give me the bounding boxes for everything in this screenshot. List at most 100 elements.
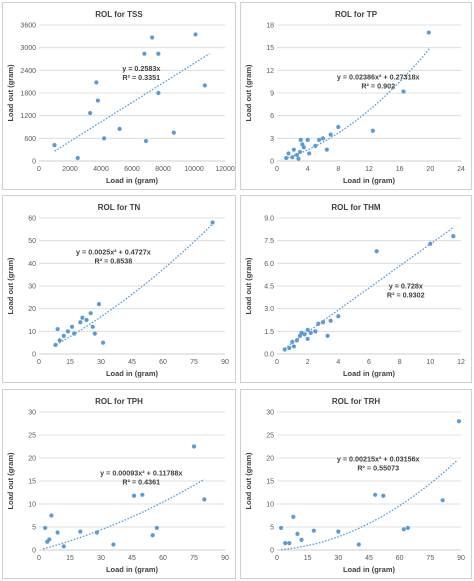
x-tick-label: 24 (457, 166, 465, 173)
data-point (373, 492, 378, 497)
y-tick-label: 10 (28, 329, 36, 336)
data-point (131, 493, 137, 498)
trend-equation: y = 0.2583x (122, 64, 160, 73)
data-point (428, 241, 433, 246)
data-point (287, 541, 292, 546)
data-point (336, 314, 341, 319)
data-point (296, 156, 301, 161)
y-tick-label: 18 (266, 23, 274, 30)
y-tick-label: 600 (24, 136, 36, 143)
y-tick-label: 15 (28, 479, 36, 486)
chart-panel-tn: ROL for TN 0 10 20 30 40 50 60 0 15 30 45 60 75 90 Load… (2, 195, 236, 383)
data-point (440, 498, 445, 503)
x-tick-label: 0 (275, 555, 279, 562)
data-point (55, 530, 60, 535)
y-tick-label: 5 (270, 525, 274, 532)
x-tick-label: 10 (426, 359, 434, 366)
y-tick-label: 3.0 (264, 306, 274, 313)
y-tick-label: 20 (28, 456, 36, 463)
data-point (401, 527, 406, 532)
r-squared: R² = 0.4361 (122, 477, 160, 486)
data-point (305, 327, 310, 332)
data-point (307, 151, 312, 156)
data-point (117, 126, 122, 131)
y-tick-label: 5 (32, 525, 36, 532)
data-point (356, 542, 361, 547)
x-tick-label: 2000 (62, 166, 78, 173)
x-tick-label: 30 (334, 555, 342, 562)
x-tick-label: 75 (190, 359, 198, 366)
data-point (210, 220, 215, 225)
chart-svg: ROL for TPH 0 5 10 15 20 25 30 0 15 30 45 60 75 90 Load… (6, 397, 229, 574)
x-tick-label: 2 (306, 359, 310, 366)
x-tick-label: 45 (128, 555, 136, 562)
x-tick-label: 20 (426, 166, 434, 173)
r-squared: R² = 0.55073 (357, 464, 399, 473)
chart-svg: ROL for TRH 0 5 10 15 20 25 30 0 15 30 45 60 75 90 Load… (244, 397, 465, 574)
trend-equation: y = 0.00093x² + 0.11788x (100, 468, 182, 477)
x-tick-label: 45 (365, 555, 373, 562)
data-point (75, 155, 80, 161)
data-point (193, 32, 198, 37)
y-tick-label: 0 (270, 159, 274, 166)
data-point (308, 330, 313, 335)
data-point (278, 525, 284, 531)
y-axis-label: Load out (gram) (6, 257, 15, 315)
trendline (281, 460, 458, 551)
data-point (291, 514, 296, 519)
y-tick-label: 10 (28, 502, 36, 509)
x-tick-label: 90 (221, 359, 229, 366)
chart-panel-tp: ROL for TP 0 3 6 9 12 15 18 0 4 8 12 16 20 24 Load in (… (240, 2, 472, 190)
data-point (284, 155, 289, 161)
data-point (295, 531, 300, 536)
data-point (88, 311, 93, 316)
x-tick-label: 4000 (93, 166, 109, 173)
data-point (325, 333, 330, 338)
y-tick-label: 0.0 (264, 352, 274, 359)
data-point (150, 533, 155, 538)
y-tick-label: 1200 (20, 113, 36, 120)
x-tick-label: 30 (97, 555, 105, 562)
data-point (92, 331, 97, 336)
x-tick-label: 75 (190, 555, 198, 562)
data-point (72, 331, 77, 336)
y-axis-label: Load out (gram) (6, 452, 15, 510)
data-point (94, 530, 99, 535)
data-point (53, 342, 58, 348)
data-point (78, 529, 83, 534)
data-point (401, 89, 406, 94)
y-tick-label: 15 (266, 45, 274, 52)
trend-equation: y = 0.728x (389, 282, 423, 291)
y-tick-label: 40 (28, 261, 36, 268)
chart-panel-tss: ROL for TSS 0 600 1200 1800 2400 3000 3600 0 2000… (2, 2, 236, 190)
data-point (100, 340, 106, 345)
data-point (291, 344, 296, 349)
y-tick-label: 2400 (20, 68, 36, 75)
chart-title: ROL for TN (98, 203, 141, 212)
data-point (451, 234, 456, 239)
chart-title: ROL for TP (335, 10, 378, 19)
y-tick-label: 3000 (20, 45, 36, 52)
data-point (301, 145, 306, 150)
y-tick-label: 0 (32, 548, 36, 555)
data-point (328, 132, 333, 137)
data-point (202, 83, 207, 88)
x-tick-label: 8 (336, 166, 340, 173)
y-tick-label: 3600 (20, 23, 36, 30)
data-point (290, 339, 295, 345)
data-point (381, 493, 386, 498)
data-point (294, 338, 300, 343)
data-point (43, 525, 48, 531)
chart-panel-tph: ROL for TPH 0 5 10 15 20 25 30 0 15 30 45 60 75 90 Load… (2, 389, 236, 579)
data-point (84, 317, 89, 323)
x-tick-label: 0 (37, 359, 41, 366)
y-tick-label: 6.0 (264, 261, 274, 268)
data-point (111, 542, 116, 547)
y-tick-label: 1.5 (264, 329, 274, 336)
y-axis-label: Load out (gram) (244, 257, 253, 315)
x-tick-label: 6000 (124, 166, 140, 173)
x-tick-label: 15 (66, 359, 74, 366)
chart-title: ROL for THM (331, 203, 381, 212)
x-tick-label: 60 (396, 555, 404, 562)
data-point (316, 321, 321, 326)
